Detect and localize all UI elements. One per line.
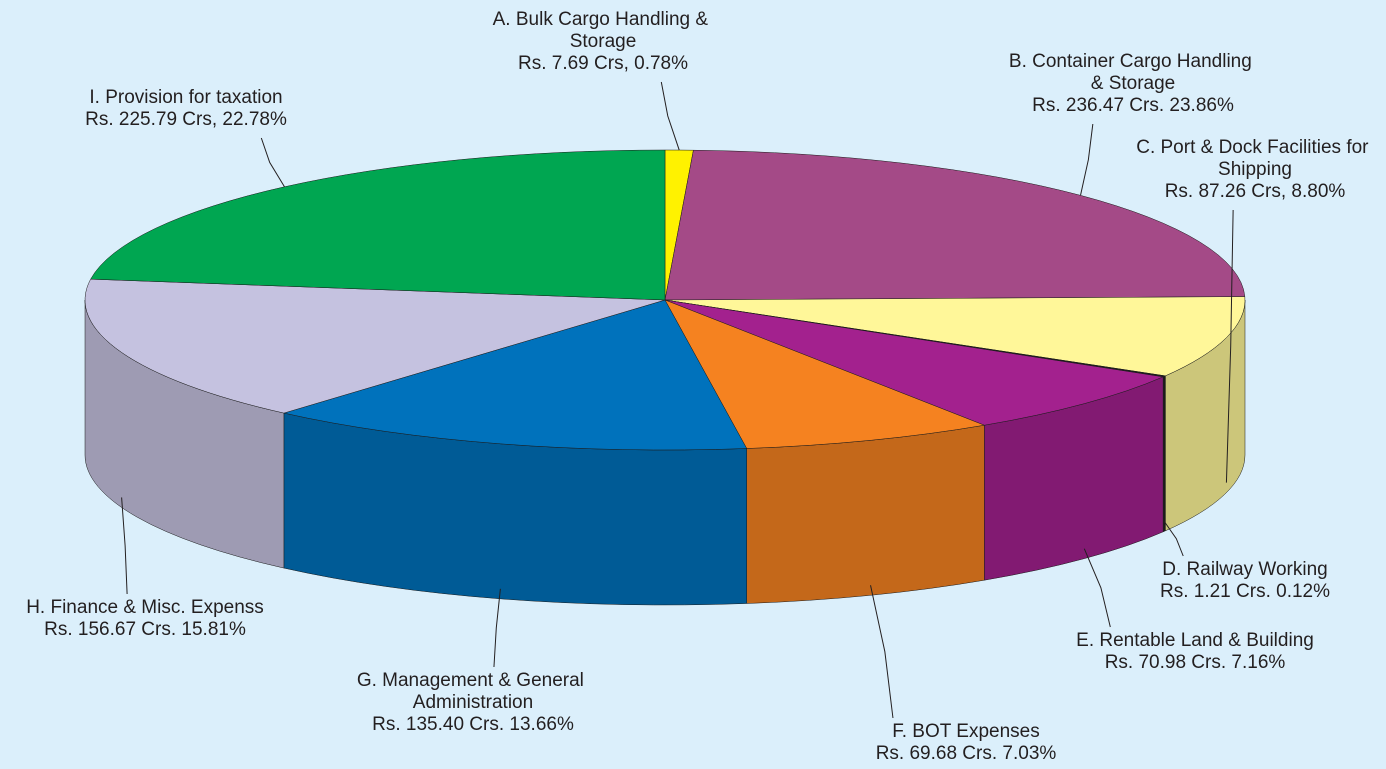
slice-label: G. Management & General Administration — [357, 670, 589, 713]
slice — [664, 296, 1246, 377]
value-label: Rs. 236.47 Crs. 23.86% — [1032, 95, 1234, 116]
leader-line — [121, 497, 128, 595]
slice-label: F. BOT Expenses — [892, 721, 1040, 742]
leader-line — [1163, 521, 1184, 557]
slice-side — [746, 424, 985, 604]
slice — [664, 299, 986, 449]
slice — [664, 149, 1246, 301]
slice-label: D. Railway Working — [1162, 559, 1327, 580]
value-label: Rs. 70.98 Crs. 7.16% — [1105, 652, 1286, 673]
leader-line — [493, 588, 501, 668]
slice-label: C. Port & Dock Facilities for Shipping — [1136, 137, 1374, 180]
leader-line — [1083, 548, 1111, 628]
leader-line — [1080, 123, 1094, 196]
slice — [84, 278, 666, 414]
slice-label: A. Bulk Cargo Handling & Storage — [493, 9, 714, 52]
slice-label: B. Container Cargo Handling & Storage — [1009, 51, 1257, 94]
value-label: Rs. 156.67 Crs. 15.81% — [44, 619, 246, 640]
value-label: Rs. 135.40 Crs. 13.66% — [372, 714, 574, 735]
leader-line — [1225, 209, 1234, 483]
slice — [664, 299, 1165, 426]
value-label: Rs. 69.68 Crs. 7.03% — [876, 743, 1057, 764]
value-label: Rs. 7.69 Crs, 0.78% — [518, 53, 688, 74]
slice-label: H. Finance & Misc. Expenss — [26, 597, 264, 618]
slice-side — [1162, 375, 1166, 533]
value-label: Rs. 225.79 Crs, 22.78% — [85, 109, 287, 130]
leader-line — [870, 585, 894, 719]
slice-label: E. Rentable Land & Building — [1076, 630, 1314, 651]
value-label: Rs. 1.21 Crs. 0.12% — [1160, 581, 1330, 602]
leader-line — [260, 137, 285, 188]
slice-label: I. Provision for taxation — [89, 87, 282, 108]
slice — [282, 299, 748, 451]
value-label: Rs. 87.26 Crs, 8.80% — [1165, 181, 1346, 202]
leader-line — [660, 81, 680, 151]
